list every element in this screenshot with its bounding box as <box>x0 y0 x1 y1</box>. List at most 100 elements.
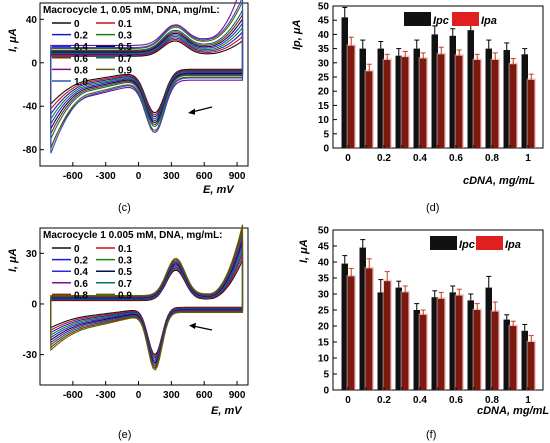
panel-d-ytick-label: 5 <box>323 129 329 140</box>
panel-f-xlabel: cDNA, mg/mL <box>477 405 549 417</box>
panel-f-xtick-label: 1 <box>525 395 531 406</box>
panel-e-ytick-label: 30 <box>26 249 38 260</box>
panel-f-legend-ipa: Ipa <box>505 239 521 251</box>
panel-d-ipc-bar <box>359 48 366 148</box>
panel-f-xtick-label: 0.2 <box>377 395 391 406</box>
panel-f-letter: (f) <box>426 429 436 441</box>
panel-d-ipc-bar <box>467 30 474 148</box>
panel-d-legend-ipa: Ipa <box>481 15 497 27</box>
panel-c-legend-label: 0.7 <box>118 54 132 65</box>
panel-f-ipa-bar <box>348 276 355 390</box>
panel-f-xtick-label: 0.4 <box>413 395 427 406</box>
panel-d-ytick-label: 40 <box>318 30 330 41</box>
panel-e-legend-title: Macrocycle 1 0.005 mM, DNA, mg/mL: <box>43 230 223 241</box>
panel-f-ytick-label: 50 <box>318 226 330 237</box>
panel-f-xtick-label: 0.6 <box>449 395 463 406</box>
panel-f-legend-swatch-ipc <box>430 236 457 250</box>
panel-d-ytick-label: 25 <box>318 73 330 84</box>
panel-e-xtick-label: -300 <box>96 390 116 401</box>
panel-c-legend-label: 0.5 <box>118 42 132 53</box>
panel-e-legend-label: 0.2 <box>74 256 88 267</box>
panel-d-xtick-label: 0.6 <box>449 153 463 164</box>
panel-c-xtick-label: 0 <box>136 171 142 182</box>
panel-f-legend-ipc: Ipc <box>459 239 475 251</box>
panel-d-ytick-label: 10 <box>318 115 330 126</box>
panel-d-ytick-label: 45 <box>318 16 330 27</box>
panel-d-ytick-label: 30 <box>318 58 330 69</box>
panel-f-ytick-label: 25 <box>318 306 330 317</box>
panel-c-ytick-label: -80 <box>23 145 38 156</box>
panel-f-ipa-bar <box>474 310 481 390</box>
panel-d-ipa-bar <box>474 59 481 148</box>
panel-d-ipa-bar <box>384 59 391 148</box>
panel-f-ipc-bar <box>449 292 456 390</box>
panel-e-ytick-label: -30 <box>23 350 38 361</box>
panel-c-legend-label: 0.3 <box>118 31 132 42</box>
panel-d-xtick-label: 0.8 <box>485 153 499 164</box>
panel-f-ipa-bar <box>420 314 427 390</box>
panel-e-xtick-label: 900 <box>229 390 246 401</box>
panel-d-ipa-bar <box>528 79 535 148</box>
panel-d-xtick-label: 1 <box>525 153 531 164</box>
panel-e-arrow-head <box>189 322 196 329</box>
panel-c-xlabel: E, mV <box>203 184 235 196</box>
panel-d-ipc-bar <box>449 35 456 148</box>
panel-e-legend-label: 0 <box>74 244 80 255</box>
panel-e-ylabel: I, μA <box>7 248 19 272</box>
panel-c-ytick-label: 0 <box>31 58 37 69</box>
panel-d-ipa-bar <box>348 45 355 149</box>
panel-c-legend-label: 0.8 <box>74 65 88 76</box>
panel-d-ipa-bar <box>402 57 409 149</box>
panel-c-voltammogram: -600 -300 0 300 600 900 -80 -40 0 40 Macrocycle 1… <box>7 0 249 214</box>
panel-c-ylabel: I, μA <box>7 28 19 52</box>
panel-d-ipa-bar <box>366 71 373 148</box>
panel-f-ipc-bar <box>485 287 492 390</box>
panel-e-legend-label: 0.9 <box>118 290 132 301</box>
panel-c-ytick-label: -40 <box>23 102 38 113</box>
panel-d-bar-chart: 0 5 10 15 20 25 30 35 40 45 50 0 0.2 0.4 0.6 0.8 1 Ipc I… <box>291 2 544 214</box>
panel-d-ipc-bar <box>377 48 384 148</box>
panel-d-ipc-bar <box>521 54 528 148</box>
panel-f-ipa-bar <box>384 281 391 390</box>
panel-f-ytick-label: 10 <box>318 354 330 365</box>
panel-d-ipc-bar <box>431 34 438 148</box>
panel-c-curve <box>50 0 244 154</box>
panel-c-xtick-label: 900 <box>229 171 246 182</box>
panel-f-ipc-bar <box>413 310 420 390</box>
panel-f-ipa-bar <box>402 292 409 390</box>
panel-d-xlabel: cDNA, mg/mL <box>463 175 535 187</box>
panel-e-legend-label: 0.4 <box>74 267 88 278</box>
panel-f-ipa-bar <box>366 268 373 390</box>
panel-d-ylabel: Ip, μA <box>291 19 303 50</box>
panel-e-legend-label: 0.8 <box>74 290 88 301</box>
panel-e-xtick-label: -600 <box>63 390 83 401</box>
panel-c-arrow <box>191 106 213 113</box>
panel-f-ipc-bar <box>359 247 366 390</box>
panel-f-ipa-bar <box>456 295 463 390</box>
panel-d-ipc-bar <box>485 48 492 148</box>
panel-f-legend-swatch-ipa <box>476 236 503 250</box>
panel-d-ytick-label: 50 <box>318 2 330 13</box>
panel-c-xtick-label: 600 <box>196 171 213 182</box>
panel-e-arrow <box>192 325 213 331</box>
panel-f-ytick-label: 40 <box>318 258 330 269</box>
panel-f-ytick-label: 20 <box>318 322 330 333</box>
panel-d-ipc-bar <box>413 48 420 148</box>
panel-d-ytick-label: 35 <box>318 44 330 55</box>
panel-d-ipc-bar <box>341 17 348 148</box>
panel-c-legend-label: 1.0 <box>74 77 88 88</box>
panel-c-legend-label: 0.6 <box>74 54 88 65</box>
panel-e-legend-label: 0.1 <box>118 244 132 255</box>
panel-f-xtick-label: 0.8 <box>485 395 499 406</box>
panel-f-ipc-bar <box>467 300 474 390</box>
panel-d-ytick-label: 0 <box>323 144 329 155</box>
panel-f-ipc-bar <box>377 292 384 390</box>
panel-e-ytick-label: 0 <box>31 299 37 310</box>
panel-e-xtick-label: 0 <box>136 390 142 401</box>
panel-d-legend-ipc: Ipc <box>433 15 449 27</box>
panel-f-ylabel: I, μA <box>298 239 310 263</box>
panel-c-legend-label: 0.9 <box>118 65 132 76</box>
panel-d-ipa-bar <box>492 59 499 148</box>
